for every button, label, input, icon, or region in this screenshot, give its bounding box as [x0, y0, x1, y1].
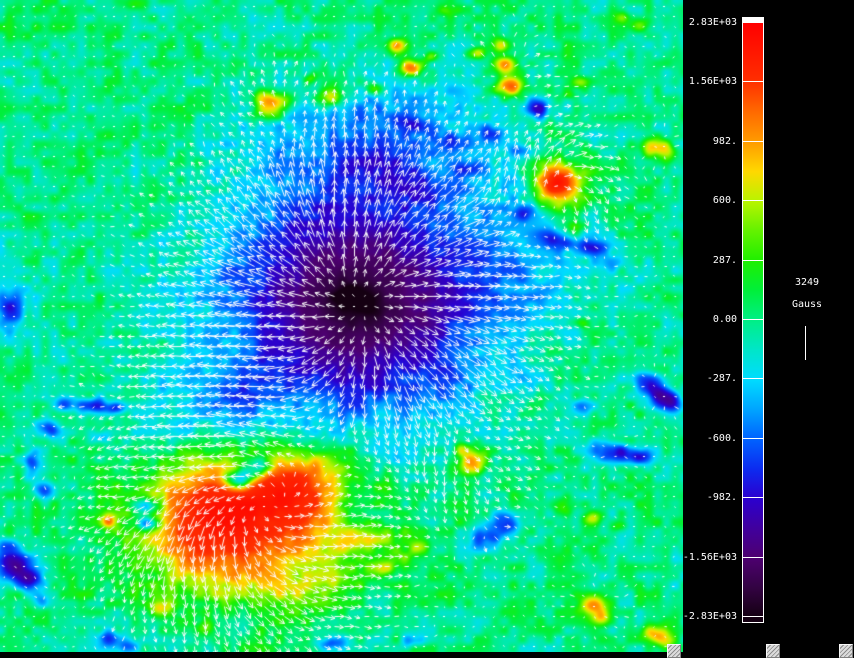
colorbar-tick — [743, 616, 763, 617]
colorbar-tick — [743, 22, 763, 23]
colorbar — [742, 17, 764, 623]
colorbar-tick-label: 2.83E+03 — [688, 17, 737, 28]
colorbar-tick — [743, 140, 763, 142]
colorbar-tick-label: 982. — [712, 135, 737, 147]
colorbar-tick-label: -600. — [706, 432, 737, 444]
colorbar-tick — [743, 437, 763, 439]
colorbar-tick — [743, 319, 763, 320]
colorbar-tick — [743, 497, 763, 499]
resize-grip[interactable] — [667, 644, 681, 658]
colorbar-tick-label: -287. — [706, 373, 737, 385]
arrow-scale-line — [805, 326, 806, 360]
colorbar-tick — [743, 200, 763, 202]
colorbar-tick — [743, 556, 763, 558]
colorbar-tick — [743, 259, 763, 261]
colorbar-tick — [743, 378, 763, 380]
resize-grip[interactable] — [766, 644, 780, 658]
colorbar-labels: 2.83E+03 1.56E+03 982. 600. 287. 0.00 -287. -60… — [683, 0, 854, 658]
colorbar-tick-label: 0.00 — [712, 314, 737, 325]
arrow-scale-unit: Gauss — [791, 299, 823, 310]
colorbar-tick — [743, 81, 763, 83]
colorbar-tick-label: -982. — [706, 492, 737, 504]
colorbar-tick-label: 1.56E+03 — [688, 76, 737, 88]
resize-grip[interactable] — [839, 644, 853, 658]
colorbar-tick-label: 287. — [712, 254, 737, 266]
colorbar-tick-label: 600. — [712, 195, 737, 207]
colorbar-panel: 2.83E+03 1.56E+03 982. 600. 287. 0.00 -287. -60… — [683, 0, 854, 658]
colorbar-tick-label: -1.56E+03 — [682, 551, 737, 563]
arrow-scale-value: 3249 — [794, 277, 820, 288]
magnetogram-plot — [0, 0, 683, 652]
colorbar-tick-label: -2.83E+03 — [682, 611, 737, 622]
